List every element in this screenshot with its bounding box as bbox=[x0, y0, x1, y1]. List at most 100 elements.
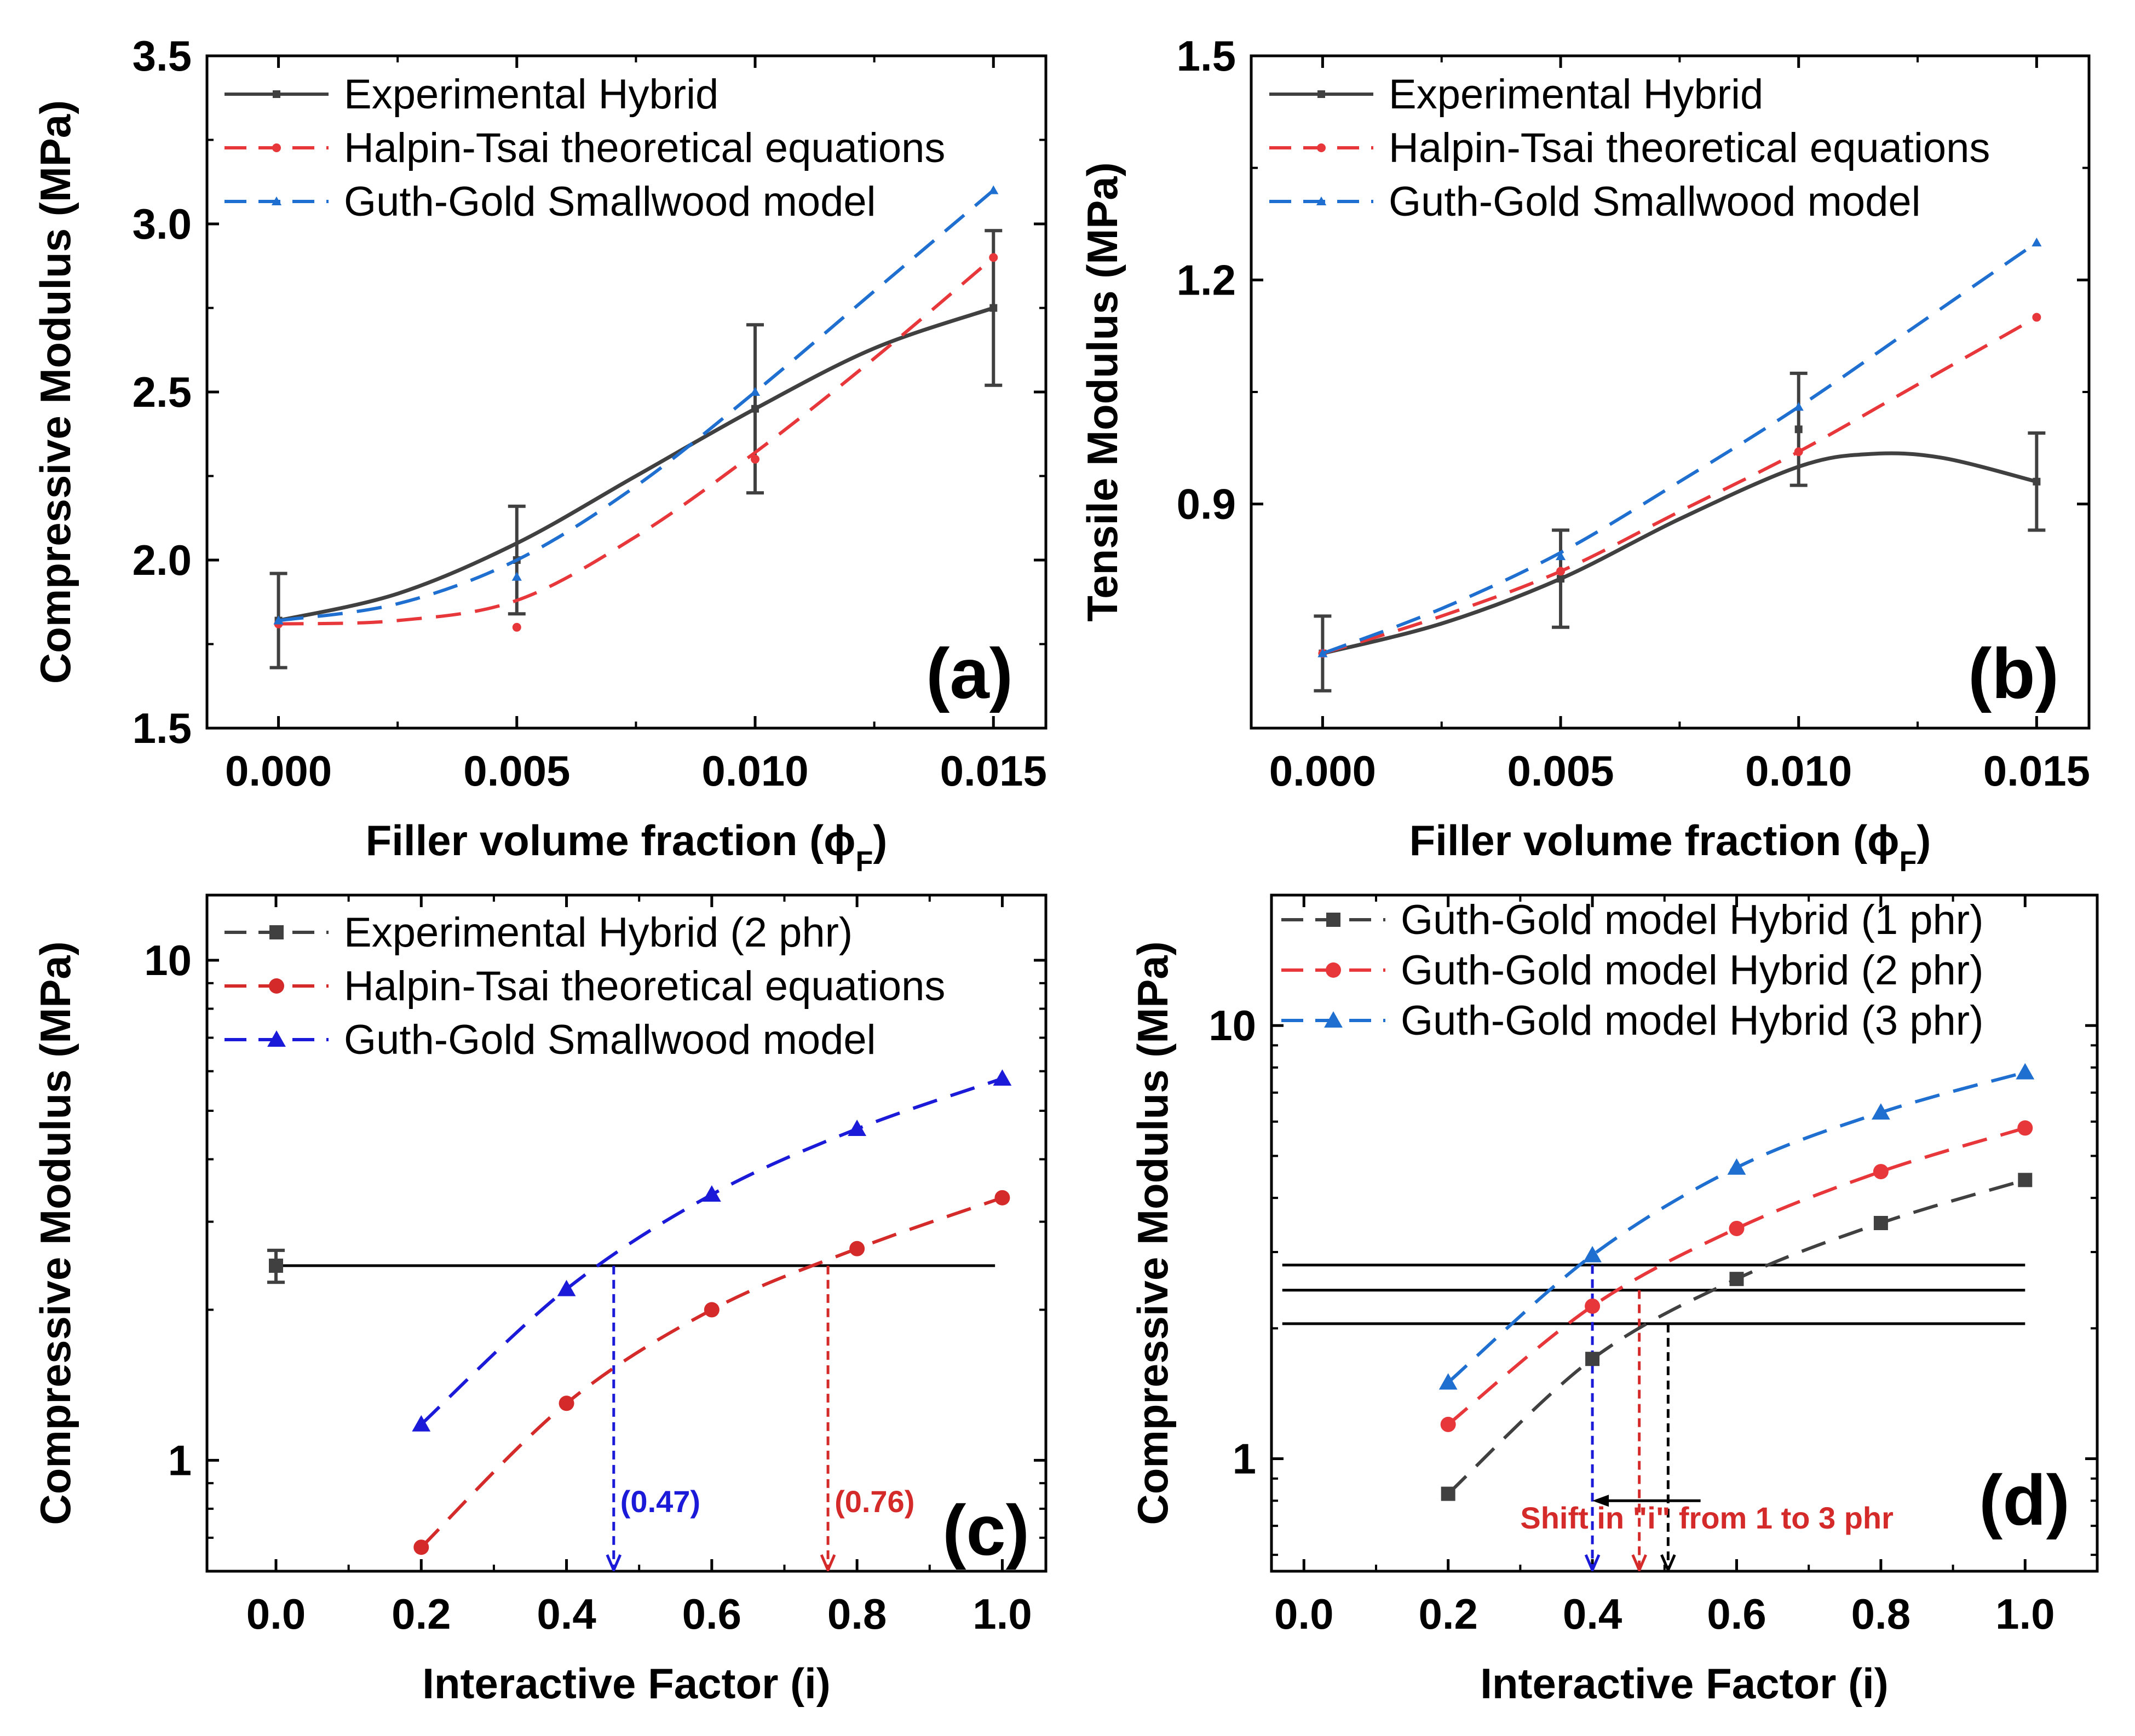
y-axis-title: Compressive Modulus (MPa) bbox=[31, 941, 79, 1525]
series-line bbox=[420, 1196, 1003, 1549]
plot-area bbox=[267, 1069, 1012, 1571]
panel-label: (c) bbox=[942, 1490, 1029, 1570]
data-point bbox=[557, 1279, 576, 1296]
reference-arrow-head bbox=[606, 1554, 622, 1571]
legend-swatch-marker bbox=[272, 143, 281, 152]
data-point bbox=[2017, 1120, 2033, 1136]
data-point bbox=[2032, 313, 2041, 322]
reference-arrow-label: (0.47) bbox=[620, 1484, 700, 1519]
series-line bbox=[278, 306, 994, 622]
x-axis-title-close: ) bbox=[873, 816, 887, 864]
panel-2: 0.000 0.005 0.010 0.015 0.9 1.2 1.5 Filler volu… bbox=[1078, 32, 2091, 878]
x-tick-label: 0.005 bbox=[1507, 747, 1614, 795]
data-point bbox=[1794, 447, 1803, 457]
x-axis-title-close: ) bbox=[1917, 816, 1931, 864]
x-tick-label: 0.0 bbox=[246, 1590, 306, 1638]
legend-label: Experimental Hybrid bbox=[344, 71, 718, 118]
series-1 bbox=[1441, 1173, 2033, 1501]
x-axis-title: Filler volume fraction (ϕF) bbox=[1409, 816, 1931, 878]
x-axis-title-sub: F bbox=[856, 846, 873, 878]
series-line bbox=[1322, 451, 2038, 655]
data-point bbox=[412, 1415, 431, 1432]
y-axis-title: Compressive Modulus (MPa) bbox=[1129, 941, 1177, 1525]
data-point bbox=[1555, 551, 1566, 561]
legend: Experimental Hybrid (2 phr) Halpin-Tsai t… bbox=[225, 909, 945, 1063]
x-tick-label: 1.0 bbox=[972, 1590, 1032, 1638]
data-point bbox=[1585, 1352, 1600, 1366]
legend-swatch-marker bbox=[267, 1030, 286, 1047]
x-axis-title-main: Filler volume fraction (ϕ bbox=[366, 816, 856, 864]
legend-swatch-marker bbox=[1317, 143, 1326, 152]
x-tick-label: 0.8 bbox=[1851, 1590, 1910, 1638]
y-tick-label: 1.2 bbox=[1177, 256, 1236, 304]
series-line bbox=[278, 189, 995, 622]
data-point bbox=[1585, 1298, 1601, 1314]
data-point bbox=[1871, 1103, 1890, 1120]
data-point bbox=[2018, 1173, 2033, 1187]
data-point bbox=[1729, 1272, 1744, 1287]
data-point bbox=[704, 1302, 720, 1318]
legend-label: Guth-Gold model Hybrid (1 phr) bbox=[1401, 897, 1983, 943]
data-point bbox=[1440, 1416, 1456, 1432]
legend-swatch-marker bbox=[1324, 1011, 1343, 1028]
x-tick-label: 0.2 bbox=[392, 1590, 451, 1638]
legend-label: Experimental Hybrid bbox=[1389, 71, 1763, 118]
legend-swatch-marker bbox=[1317, 90, 1325, 98]
legend-label: Guth-Gold model Hybrid (3 phr) bbox=[1401, 997, 1983, 1044]
data-point bbox=[750, 387, 761, 396]
legend-label: Halpin-Tsai theoretical equations bbox=[1389, 125, 1990, 171]
x-tick-label: 0.000 bbox=[1269, 747, 1376, 795]
series-3 bbox=[1438, 1063, 2035, 1390]
series-line bbox=[1322, 315, 2038, 655]
plot-area bbox=[1314, 238, 2046, 693]
data-point bbox=[512, 622, 521, 632]
reference-arrow-label: (0.76) bbox=[835, 1484, 914, 1519]
y-tick-label: 10 bbox=[144, 936, 192, 984]
plot-area bbox=[269, 185, 1003, 670]
x-tick-label: 0.4 bbox=[1563, 1590, 1622, 1638]
data-point bbox=[1873, 1164, 1889, 1180]
plot-frame bbox=[1270, 893, 2099, 1573]
x-axis-title: Filler volume fraction (ϕF) bbox=[366, 816, 888, 878]
y-tick-label: 1 bbox=[168, 1436, 192, 1484]
data-point bbox=[1794, 425, 1803, 434]
x-axis: 0.0 0.2 0.4 0.6 0.8 1.0 bbox=[246, 895, 1032, 1638]
legend-swatch-marker bbox=[1326, 913, 1340, 927]
annotation-text: Shift in "i" from 1 to 3 phr bbox=[1520, 1501, 1894, 1535]
legend-swatch-marker bbox=[269, 978, 284, 994]
series-3 bbox=[273, 185, 999, 625]
data-point bbox=[511, 572, 522, 581]
x-axis: 0.000 0.005 0.010 0.015 bbox=[1269, 56, 2090, 795]
data-point bbox=[269, 1258, 284, 1273]
data-point bbox=[751, 454, 760, 464]
data-point bbox=[848, 1120, 867, 1137]
x-tick-label: 0.000 bbox=[225, 747, 332, 795]
legend-label: Halpin-Tsai theoretical equations bbox=[344, 125, 945, 171]
panel-label: (d) bbox=[1979, 1460, 2070, 1540]
series-3 bbox=[1317, 238, 2042, 658]
legend-swatch-marker bbox=[1326, 962, 1341, 978]
data-point bbox=[1438, 1373, 1458, 1390]
reference-arrow-head bbox=[1584, 1554, 1601, 1571]
data-point bbox=[1557, 575, 1565, 583]
data-point bbox=[413, 1539, 429, 1555]
panel-label: (a) bbox=[926, 633, 1013, 713]
y-tick-label: 3.5 bbox=[133, 32, 192, 80]
reference-arrow-head bbox=[820, 1554, 836, 1571]
legend-label: Halpin-Tsai theoretical equations bbox=[344, 963, 945, 1010]
panel-label: (b) bbox=[1968, 633, 2059, 713]
data-point bbox=[1727, 1158, 1746, 1175]
y-axis-title: Compressive Modulus (MPa) bbox=[31, 100, 79, 684]
plot-area bbox=[1282, 1063, 2035, 1571]
plot-frame bbox=[205, 893, 1048, 1573]
data-point bbox=[751, 405, 759, 413]
data-point bbox=[1317, 648, 1328, 658]
legend-swatch-marker bbox=[1316, 196, 1327, 205]
legend-label: Guth-Gold Smallwood model bbox=[344, 178, 876, 225]
legend: Experimental Hybrid Halpin-Tsai theoretic… bbox=[1269, 71, 1990, 225]
data-point bbox=[2032, 238, 2042, 247]
x-tick-label: 0.6 bbox=[1707, 1590, 1766, 1638]
y-tick-label: 1.5 bbox=[133, 704, 192, 752]
series-1 bbox=[1314, 371, 2046, 693]
